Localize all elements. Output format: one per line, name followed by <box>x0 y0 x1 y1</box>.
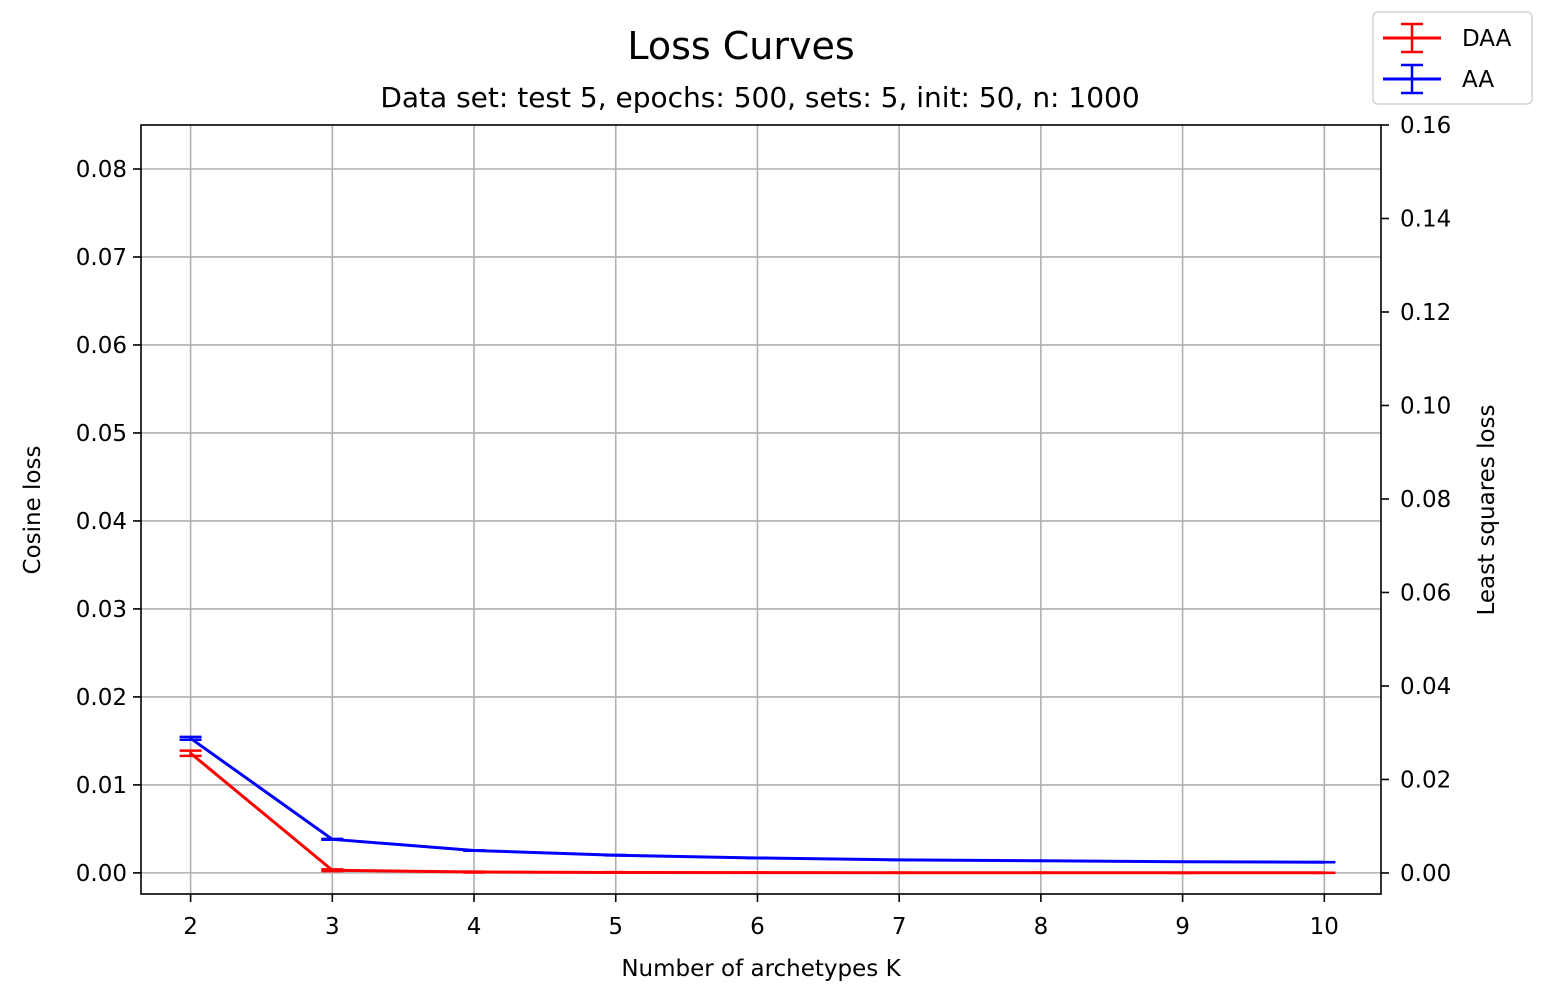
y-tick-label: 0.08 <box>76 157 127 183</box>
y2-tick-label: 0.00 <box>1400 861 1451 887</box>
y2-tick-label: 0.14 <box>1400 206 1451 232</box>
x-tick-label: 4 <box>467 914 482 940</box>
y-axis-label: Cosine loss <box>20 446 46 575</box>
daa-errorbar <box>321 868 344 873</box>
y-tick-label: 0.05 <box>76 421 127 447</box>
legend-entry-aa: AA <box>1383 63 1494 95</box>
x-tick-label: 9 <box>1175 914 1190 940</box>
daa-errorbar <box>179 749 202 758</box>
x-tick-label: 8 <box>1034 914 1049 940</box>
x-tick-label: 2 <box>183 914 198 940</box>
x-tick-label: 5 <box>608 914 623 940</box>
y-tick-label: 0.07 <box>76 245 127 271</box>
y-tick-label: 0.00 <box>76 861 127 887</box>
axes-layer: 2 3 4 5 6 7 8 9 10 0.00 0.01 0.02 0.03 0.04 0.05 0.06 0.… <box>76 113 1451 940</box>
x-tick-label: 7 <box>892 914 907 940</box>
y-tick-label: 0.06 <box>76 333 127 359</box>
y-tick-label: 0.04 <box>76 509 127 535</box>
daa-errorbar <box>463 870 486 874</box>
grid-lines <box>141 125 1381 894</box>
y2-tick-label: 0.04 <box>1400 674 1451 700</box>
y2-tick-label: 0.08 <box>1400 487 1451 513</box>
legend: DAA AA <box>1372 11 1533 105</box>
legend-label-aa: AA <box>1462 67 1494 93</box>
x-tick-label: 10 <box>1310 914 1339 940</box>
y2-tick-label: 0.12 <box>1400 300 1451 326</box>
legend-label-daa: DAA <box>1462 26 1512 52</box>
legend-entry-daa: DAA <box>1383 22 1512 54</box>
daa-errorbar <box>604 870 627 874</box>
y2-tick-label: 0.06 <box>1400 580 1451 606</box>
y-tick-label: 0.03 <box>76 597 127 623</box>
x-tick-label: 6 <box>750 914 765 940</box>
y2-tick-label: 0.02 <box>1400 767 1451 793</box>
y-tick-label: 0.01 <box>76 773 127 799</box>
chart-title: Loss Curves <box>627 24 854 68</box>
chart-subtitle: Data set: test 5, epochs: 500, sets: 5, … <box>380 81 1139 114</box>
aa-errorbar <box>179 735 202 741</box>
y-tick-label: 0.02 <box>76 685 127 711</box>
y2-tick-label: 0.16 <box>1400 113 1451 139</box>
y2-axis-label: Least squares loss <box>1474 404 1500 615</box>
aa-errorbar <box>321 837 344 842</box>
x-axis-label: Number of archetypes K <box>621 956 901 982</box>
y2-tick-label: 0.10 <box>1400 393 1451 419</box>
plot-frame <box>140 124 1382 895</box>
x-tick-label: 3 <box>325 914 340 940</box>
series-layer <box>179 735 1336 875</box>
